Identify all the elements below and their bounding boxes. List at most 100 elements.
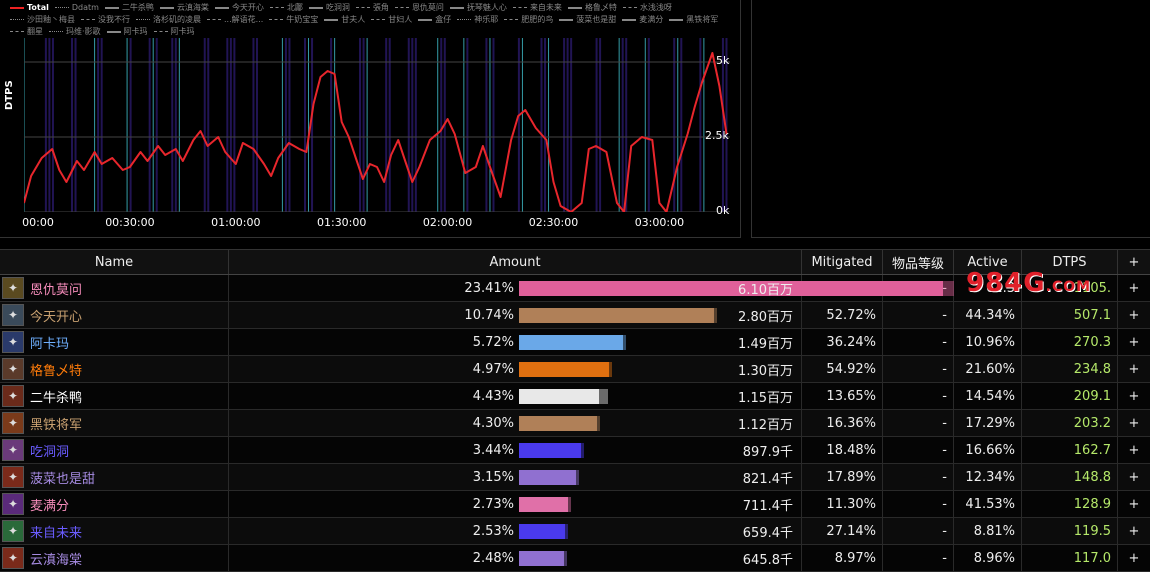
player-name-cell: ✦ 格鲁乄特 [0,356,229,382]
legend-label: 水浅浅呀 [639,3,672,12]
legend-item[interactable]: 没我不行 [81,14,130,26]
table-row[interactable]: ✦ 阿卡玛 5.72% 1.49百万 36.24% -10.96% 270.3 + [0,329,1150,356]
dtps-line-chart[interactable] [24,38,730,212]
series-line-total[interactable] [24,52,728,212]
table-row[interactable]: ✦ 吃洞洞 3.44% 897.9千 18.48% -16.66% 162.7 + [0,437,1150,464]
expand-row-button[interactable]: + [1128,307,1140,323]
expand-row-button[interactable]: + [1128,550,1140,566]
player-name[interactable]: 二牛杀鸭 [30,390,83,406]
legend-item[interactable]: 恩仇莫问 [394,2,444,14]
player-name[interactable]: 恩仇莫问 [30,282,83,298]
table-row[interactable]: ✦ 来自未来 2.53% 659.4千 27.14% -8.81% 119.5 + [0,518,1150,545]
legend-item[interactable]: 盒仔 [418,14,451,26]
legend-label: 張角 [372,3,389,12]
legend-item[interactable]: ...解语花... [207,14,263,26]
player-name[interactable]: 云滇海棠 [30,552,83,568]
legend-label: 黑铁将军 [686,15,719,24]
expand-row-button[interactable]: + [1128,388,1140,404]
expand-row-button[interactable]: + [1128,280,1140,296]
legend-item[interactable]: 北鄘 [269,2,303,14]
table-row[interactable]: ✦ 黑铁将军 4.30% 1.12百万 16.36% -17.29% 203.2 + [0,410,1150,437]
watermark-logo: 984G.COM [966,268,1092,298]
graph-legend: Total Ddatm 二牛杀鸭 云滇海棠 今天开心 北鄘 吃洞洞 張角 恩仇莫问 抚琴魅人心 来自… [10,2,730,38]
amount-value: 1.15百万 [738,390,793,406]
table-row[interactable]: ✦ 二牛杀鸭 4.43% 1.15百万 13.65% -14.54% 209.1 + [0,383,1150,410]
player-name[interactable]: 今天开心 [30,309,83,325]
amount-bar [519,470,969,485]
amount-bar [519,416,969,431]
dtps-cell: 209.1 [1022,383,1118,409]
legend-swatch [394,7,409,8]
table-row[interactable]: ✦ 格鲁乄特 4.97% 1.30百万 54.92% -21.60% 234.8 + [0,356,1150,383]
legend-item[interactable]: 阿卡玛 [153,26,195,38]
player-name[interactable]: 吃洞洞 [30,444,70,460]
table-row[interactable]: ✦ 今天开心 10.74% 2.80百万 52.72% -44.34% 507.1 + [0,302,1150,329]
header-item-level[interactable]: 物品等级 [883,250,954,274]
legend-item[interactable]: 牛奶宝宝 [269,14,318,26]
header-expand[interactable]: + [1128,254,1140,270]
x-tick-label: 00:30:00 [105,216,155,229]
legend-item[interactable]: 抚琴魅人心 [449,2,507,14]
class-spec-icon: ✦ [2,385,24,407]
amount-bar [519,497,969,512]
legend-item[interactable]: Ddatm [54,2,99,14]
legend-swatch [104,6,119,9]
legend-item[interactable]: 云滇海棠 [159,2,209,14]
legend-item[interactable]: 格鲁乄特 [567,2,617,14]
legend-item[interactable]: 甘妇人 [371,14,412,26]
legend-item[interactable]: 阿卡玛 [106,26,148,38]
expand-row-button[interactable]: + [1128,442,1140,458]
legend-item[interactable]: 黑铁将军 [669,14,718,26]
header-dtps[interactable]: DTPS [1022,250,1118,274]
table-row[interactable]: ✦ 菠菜也是甜 3.15% 821.4千 17.89% -12.34% 148.8 + [0,464,1150,491]
header-mitigated[interactable]: Mitigated [802,250,883,274]
amount-value: 897.9千 [742,444,793,460]
amount-bar-fill [519,497,569,512]
active-cell: 17.29% [954,410,1022,436]
dtps-graph-panel: Total Ddatm 二牛杀鸭 云滇海棠 今天开心 北鄘 吃洞洞 張角 恩仇莫问 抚琴魅人心 来自… [0,0,741,238]
expand-row-button[interactable]: + [1128,496,1140,512]
player-name[interactable]: 麦满分 [30,498,70,514]
player-name[interactable]: 菠菜也是甜 [30,471,96,487]
header-name[interactable]: Name [0,250,229,274]
header-active[interactable]: Active [954,250,1022,274]
legend-item[interactable]: 水浅浅呀 [622,2,672,14]
legend-item[interactable]: 今天开心 [214,2,264,14]
expand-row-button[interactable]: + [1128,523,1140,539]
amount-value: 645.8千 [742,552,793,568]
header-amount[interactable]: Amount [229,250,802,274]
expand-row-button[interactable]: + [1128,334,1140,350]
legend-item[interactable]: 翻星 [10,26,43,38]
item-level-cell: - [883,518,954,544]
legend-item[interactable]: 来自未来 [512,2,562,14]
legend-label: 格鲁乄特 [584,3,617,12]
legend-item[interactable]: 張角 [355,2,389,14]
legend-item[interactable]: 沙田釉丶梅县 [10,14,75,26]
expand-row-button[interactable]: + [1128,415,1140,431]
table-row[interactable]: ✦ 麦满分 2.73% 711.4千 11.30% -41.53% 128.9 + [0,491,1150,518]
legend-swatch [106,30,121,33]
legend-label: 牛奶宝宝 [286,15,319,24]
table-row[interactable]: ✦ 云滇海棠 2.48% 645.8千 8.97% -8.96% 117.0 + [0,545,1150,572]
expand-row-button[interactable]: + [1128,361,1140,377]
class-spec-icon: ✦ [2,547,24,569]
expand-row-button[interactable]: + [1128,469,1140,485]
player-name[interactable]: 黑铁将军 [30,417,83,433]
player-name[interactable]: 来自未来 [30,525,83,541]
legend-item[interactable]: 肥肥的鸟 [504,14,553,26]
legend-item[interactable]: 菠菜也是甜 [559,14,616,26]
legend-item[interactable]: 洛杉矶的凌晨 [136,14,201,26]
legend-label: 吃洞洞 [325,3,350,12]
legend-item[interactable]: 麦满分 [622,14,663,26]
legend-item[interactable]: Total [10,2,49,14]
legend-item[interactable]: 甘夫人 [324,14,365,26]
legend-item[interactable]: 二牛杀鸭 [104,2,154,14]
class-spec-icon: ✦ [2,466,24,488]
legend-item[interactable]: 吃洞洞 [308,2,350,14]
player-name[interactable]: 格鲁乄特 [30,363,83,379]
legend-item[interactable]: 玛维·影歌 [49,26,101,38]
player-name[interactable]: 阿卡玛 [30,336,70,352]
legend-item[interactable]: 神乐耶 [457,14,498,26]
legend-label: 来自未来 [529,3,562,12]
